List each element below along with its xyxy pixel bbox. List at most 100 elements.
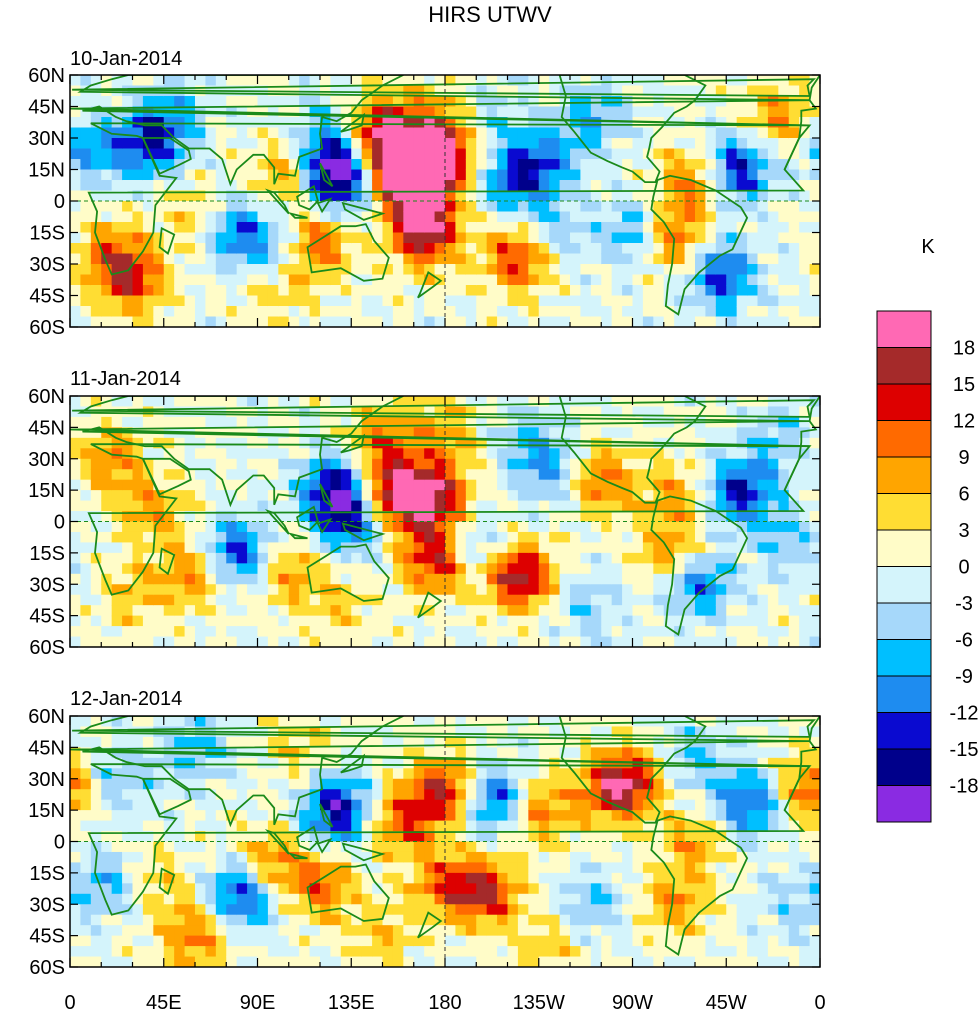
- field-cell: [236, 841, 248, 853]
- field-cell: [226, 416, 238, 428]
- field-cell: [205, 904, 217, 916]
- field-cell: [715, 615, 727, 627]
- field-cell: [142, 243, 154, 255]
- field-cell: [382, 85, 394, 97]
- field-cell: [309, 211, 321, 223]
- field-cell: [372, 437, 384, 449]
- field-cell: [413, 75, 425, 87]
- field-cell: [455, 736, 467, 748]
- field-cell: [549, 883, 561, 895]
- field-cell: [476, 747, 488, 759]
- field-cell: [445, 716, 457, 728]
- field-cell: [153, 253, 165, 265]
- field-cell: [424, 521, 436, 533]
- field-cell: [257, 295, 269, 307]
- field-cell: [392, 306, 404, 318]
- field-cell: [622, 75, 634, 87]
- field-cell: [799, 75, 811, 87]
- field-cell: [132, 831, 144, 843]
- field-cell: [590, 416, 602, 428]
- field-cell: [538, 736, 550, 748]
- field-cell: [80, 531, 92, 544]
- field-cell: [736, 563, 748, 575]
- field-cell: [528, 117, 540, 129]
- field-cell: [195, 636, 207, 647]
- field-cell: [726, 159, 738, 171]
- field-cell: [351, 427, 363, 439]
- field-cell: [320, 316, 332, 327]
- field-cell: [111, 285, 123, 297]
- field-cell: [309, 862, 321, 874]
- field-cell: [611, 448, 623, 460]
- field-cell: [622, 594, 634, 606]
- field-cell: [611, 904, 623, 916]
- field-cell: [799, 159, 811, 171]
- field-cell: [601, 552, 613, 564]
- field-cell: [413, 956, 425, 967]
- field-cell: [153, 285, 165, 297]
- field-cell: [715, 626, 727, 638]
- field-cell: [767, 180, 779, 192]
- field-cell: [715, 159, 727, 171]
- field-cell: [382, 726, 394, 738]
- field-cell: [434, 810, 446, 822]
- field-cell: [622, 789, 634, 801]
- field-cell: [663, 448, 675, 460]
- field-cell: [267, 914, 279, 926]
- field-cell: [528, 757, 540, 769]
- field-cell: [632, 872, 644, 884]
- field-cell: [601, 264, 613, 276]
- field-cell: [622, 264, 634, 276]
- field-cell: [361, 789, 373, 801]
- field-cell: [392, 736, 404, 748]
- field-cell: [215, 956, 227, 967]
- field-cell: [153, 222, 165, 234]
- field-cell: [267, 820, 279, 832]
- field-cell: [299, 264, 311, 276]
- field-cell: [122, 925, 134, 937]
- field-cell: [236, 736, 248, 748]
- field-cell: [215, 841, 227, 853]
- field-cell: [590, 799, 602, 811]
- field-cell: [434, 563, 446, 575]
- field-cell: [163, 253, 175, 265]
- field-cell: [174, 542, 186, 554]
- field-cell: [445, 106, 457, 118]
- field-cell: [580, 448, 592, 460]
- field-cell: [497, 106, 509, 118]
- field-cell: [570, 500, 582, 512]
- field-cell: [122, 605, 134, 617]
- field-cell: [205, 127, 217, 139]
- field-cell: [372, 117, 384, 129]
- field-cell: [767, 594, 779, 606]
- field-cell: [580, 211, 592, 223]
- field-cell: [80, 736, 92, 748]
- field-cell: [226, 584, 238, 596]
- field-cell: [340, 789, 352, 801]
- field-cell: [736, 138, 748, 150]
- field-cell: [653, 542, 665, 554]
- field-cell: [278, 831, 290, 843]
- field-cell: [767, 285, 779, 297]
- field-cell: [601, 96, 613, 108]
- field-cell: [205, 285, 217, 297]
- field-cell: [622, 747, 634, 759]
- field-cell: [236, 243, 248, 255]
- field-cell: [142, 117, 154, 129]
- field-cell: [674, 264, 686, 276]
- field-cell: [715, 222, 727, 234]
- field-cell: [184, 243, 196, 255]
- field-cell: [517, 201, 529, 213]
- field-cell: [476, 841, 488, 853]
- field-cell: [372, 316, 384, 327]
- field-cell: [570, 789, 582, 801]
- field-cell: [101, 406, 113, 418]
- field-cell: [142, 479, 154, 491]
- field-cell: [153, 626, 165, 638]
- field-cell: [309, 914, 321, 926]
- field-cell: [799, 295, 811, 307]
- field-cell: [247, 810, 259, 822]
- field-cell: [184, 479, 196, 491]
- field-cell: [351, 573, 363, 585]
- field-cell: [705, 636, 717, 647]
